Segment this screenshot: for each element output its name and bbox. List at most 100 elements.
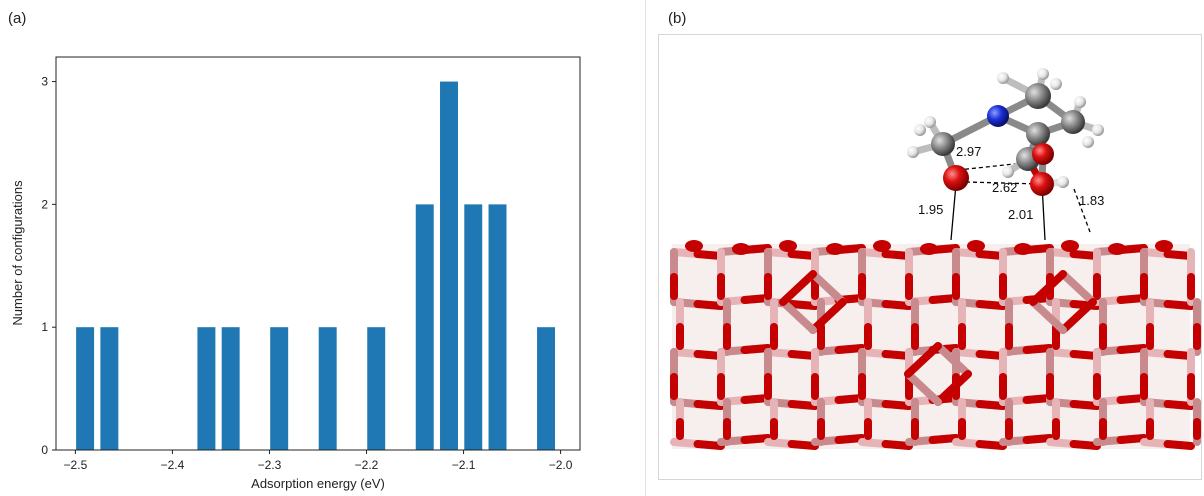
slab-bond bbox=[881, 440, 913, 450]
slab-bond bbox=[1029, 270, 1067, 306]
slab-bond bbox=[975, 400, 1007, 410]
hydrogen-atom bbox=[914, 124, 926, 136]
y-ticks-group: 0 1 2 3 bbox=[41, 75, 56, 457]
slab-bond bbox=[1163, 300, 1195, 310]
y-tick-label: 0 bbox=[41, 443, 48, 457]
slab-bond bbox=[1059, 270, 1097, 306]
panel-label-b: (b) bbox=[668, 10, 687, 27]
adsorption-structure-image: 2.97 2.62 1.95 2.01 1.83 bbox=[658, 34, 1202, 480]
surface-oxygen bbox=[1155, 240, 1173, 252]
slab-bond bbox=[1022, 344, 1054, 354]
hydrogen-atom bbox=[924, 116, 936, 128]
oxygen-atom bbox=[943, 165, 969, 191]
panel-divider bbox=[645, 0, 646, 496]
adsorbed-molecule bbox=[907, 68, 1104, 241]
slab-bond bbox=[1069, 400, 1101, 410]
surface-oxygen bbox=[685, 240, 703, 252]
slab-bond bbox=[787, 400, 819, 410]
carbon-atom bbox=[1061, 110, 1085, 134]
panel-label-a: (a) bbox=[8, 10, 27, 27]
distance-label: 2.97 bbox=[956, 144, 981, 159]
slab-bond bbox=[1022, 434, 1054, 444]
plot-frame bbox=[55, 56, 581, 451]
x-tick-label: −2.2 bbox=[355, 458, 379, 472]
surface-oxygen bbox=[873, 240, 891, 252]
surface-oxygen bbox=[826, 243, 844, 255]
slab-bond bbox=[834, 434, 866, 444]
slab-bond bbox=[934, 342, 972, 378]
bar bbox=[100, 327, 119, 450]
slab-bond bbox=[779, 298, 817, 334]
slab-bond bbox=[787, 300, 819, 310]
distance-label: 2.62 bbox=[992, 180, 1017, 195]
bar bbox=[197, 327, 216, 450]
slab-bond bbox=[834, 344, 866, 354]
hydrogen-bond bbox=[965, 181, 1041, 185]
bar bbox=[367, 327, 386, 450]
distance-label: 1.83 bbox=[1079, 193, 1104, 208]
bar bbox=[415, 204, 434, 450]
slab-bond bbox=[787, 440, 819, 450]
slab-bond bbox=[904, 342, 942, 378]
surface-oxygen bbox=[1014, 243, 1032, 255]
slab-bond bbox=[975, 300, 1007, 310]
x-tick-label: −2.4 bbox=[161, 458, 185, 472]
bar bbox=[488, 204, 507, 450]
oxygen-atom bbox=[1032, 143, 1054, 165]
adsorption-energy-histogram: −2.5 −2.4 −2.3 −2.2 −2.1 −2.0 0 1 2 3 Adsorption… bbox=[10, 56, 581, 491]
hydrogen-atom bbox=[997, 72, 1009, 84]
surface-oxygen bbox=[732, 243, 750, 255]
slab-bond bbox=[904, 370, 942, 406]
hydrogen-atom bbox=[1074, 96, 1086, 108]
hydrogen-atom bbox=[1057, 176, 1069, 188]
slab-bond bbox=[928, 434, 960, 444]
distance-label: 2.01 bbox=[1008, 207, 1033, 222]
slab-bond bbox=[1029, 298, 1067, 334]
slab-bond bbox=[693, 300, 725, 310]
slab-bond bbox=[1059, 298, 1097, 334]
slab-bond bbox=[809, 298, 847, 334]
hydrogen-atom bbox=[1082, 136, 1094, 148]
x-tick-label: −2.3 bbox=[258, 458, 282, 472]
slab-bond bbox=[1163, 440, 1195, 450]
distance-labels: 2.97 2.62 1.95 2.01 1.83 bbox=[918, 144, 1104, 222]
surface-oxygen bbox=[1061, 240, 1079, 252]
slab-bond bbox=[1163, 400, 1195, 410]
x-ticks-group: −2.5 −2.4 −2.3 −2.2 −2.1 −2.0 bbox=[64, 450, 573, 472]
oxygen-atom bbox=[1030, 172, 1054, 196]
slab-bond bbox=[809, 270, 847, 306]
slab-bond bbox=[1069, 440, 1101, 450]
carbon-atom bbox=[1025, 83, 1051, 109]
slab-bond bbox=[693, 440, 725, 450]
bar bbox=[537, 327, 556, 450]
y-axis-label: Number of configurations bbox=[10, 180, 25, 326]
hydrogen-atom bbox=[1037, 68, 1049, 80]
bar bbox=[221, 327, 240, 450]
surface-oxygen bbox=[1108, 243, 1126, 255]
slab-bond bbox=[975, 440, 1007, 450]
carbon-atom bbox=[931, 132, 955, 156]
slab-bond bbox=[740, 434, 772, 444]
bars-group bbox=[76, 81, 556, 450]
y-tick-label: 3 bbox=[41, 75, 48, 89]
slab-bond bbox=[881, 400, 913, 410]
bar bbox=[464, 204, 483, 450]
carbon-atom bbox=[1026, 122, 1050, 146]
surface-oxygen bbox=[920, 243, 938, 255]
o-al-bond bbox=[950, 183, 957, 241]
nitrogen-atom bbox=[987, 105, 1009, 127]
slab-bond bbox=[740, 344, 772, 354]
slab-bond bbox=[934, 370, 972, 406]
x-tick-label: −2.1 bbox=[452, 458, 476, 472]
x-tick-label: −2.5 bbox=[64, 458, 88, 472]
slab-bond bbox=[881, 300, 913, 310]
surface-oxygen bbox=[967, 240, 985, 252]
hydrogen-atom bbox=[1092, 124, 1104, 136]
slab-bond bbox=[1116, 434, 1148, 444]
surface-oxygen bbox=[779, 240, 797, 252]
slab-bond bbox=[1116, 344, 1148, 354]
bar bbox=[440, 81, 458, 450]
hydrogen-atom bbox=[1002, 166, 1014, 178]
bar bbox=[270, 327, 289, 450]
hydrogen-bond bbox=[1073, 188, 1091, 233]
